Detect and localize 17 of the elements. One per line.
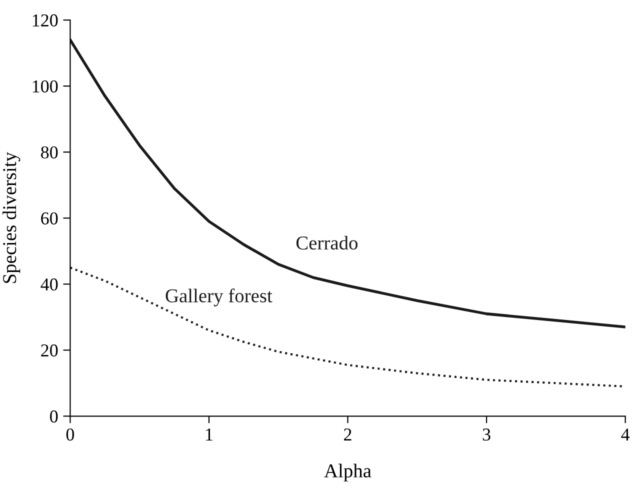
series-label: Cerrado bbox=[296, 236, 358, 250]
y-tick-label: 60 bbox=[41, 212, 58, 225]
y-tick-label: 80 bbox=[41, 146, 58, 159]
x-tick-label: 3 bbox=[482, 428, 490, 441]
y-axis-title: Species diversity bbox=[2, 152, 20, 283]
y-tick-label: 100 bbox=[32, 80, 58, 93]
x-tick-label: 0 bbox=[66, 428, 74, 441]
x-tick-label: 2 bbox=[344, 428, 352, 440]
y-tick-label: 20 bbox=[41, 344, 58, 357]
y-tick-label: 40 bbox=[40, 278, 58, 291]
x-axis-title: Alpha bbox=[324, 464, 372, 482]
x-tick-label: 4 bbox=[621, 428, 630, 440]
line-series bbox=[70, 38, 626, 328]
y-tick-label: 0 bbox=[50, 410, 58, 423]
series-label: Gallery forest bbox=[166, 288, 272, 306]
x-tick-label: 1 bbox=[206, 428, 212, 440]
y-tick-label: 120 bbox=[32, 14, 58, 26]
